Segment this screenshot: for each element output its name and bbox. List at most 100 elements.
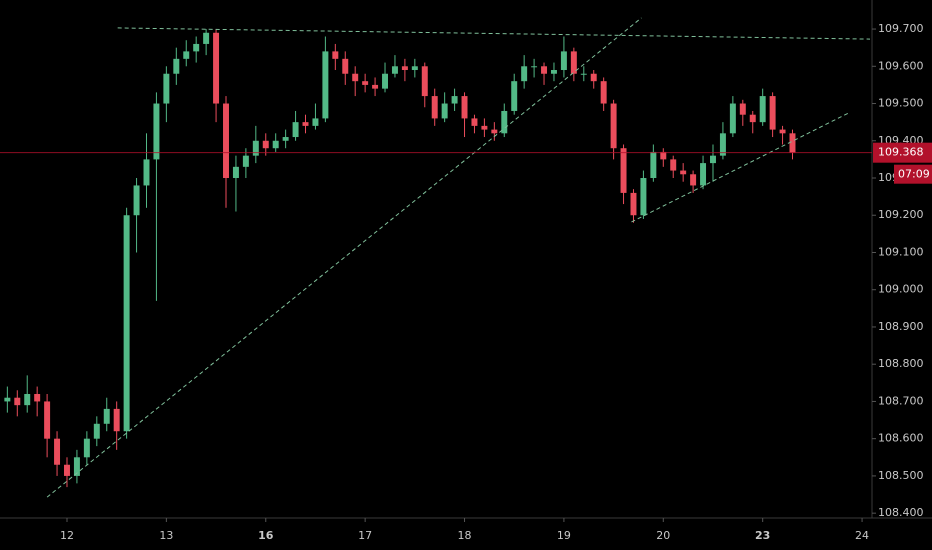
candle-body (193, 43, 200, 52)
candle-body (14, 397, 21, 406)
candle-body (640, 178, 647, 216)
candle-body (312, 118, 319, 126)
candle-body (531, 66, 538, 68)
candle-body (143, 159, 150, 186)
y-tick-label: 108.400 (878, 506, 924, 519)
candle-body (223, 103, 229, 179)
y-tick-label: 108.800 (878, 357, 924, 370)
candle-body (481, 125, 488, 130)
y-tick-label: 108.900 (878, 320, 924, 333)
y-tick-label: 109.500 (878, 97, 924, 110)
candle-body (73, 457, 80, 476)
candle-body (620, 148, 627, 193)
y-tick-label: 109.600 (878, 59, 924, 72)
candle-body (173, 58, 180, 74)
candle-body (789, 133, 796, 153)
candle-body (54, 438, 61, 465)
x-tick-label: 17 (358, 529, 372, 542)
candle-body (103, 408, 110, 424)
candle-body (719, 133, 726, 156)
candle-body (382, 73, 388, 89)
candle-body (521, 66, 528, 82)
candle-body (461, 96, 468, 119)
trend-line (631, 112, 849, 223)
candle-body (550, 70, 557, 74)
last-price-box (873, 142, 932, 163)
candle-body (332, 51, 339, 59)
candle-body (123, 215, 130, 432)
candle-body (729, 103, 736, 134)
candle-body (44, 401, 51, 439)
candle-body (242, 155, 249, 167)
candle-body (670, 159, 677, 171)
candle-body (203, 32, 210, 44)
candle-body (232, 166, 239, 179)
candle-body (451, 96, 458, 104)
y-tick-label: 108.700 (878, 394, 924, 407)
x-tick-label: 20 (656, 529, 670, 542)
candle-body (93, 423, 100, 439)
candle-body (342, 58, 349, 74)
candle-body (322, 51, 329, 119)
y-tick-label: 109.000 (878, 283, 924, 296)
candle-body (590, 73, 597, 82)
candle-body (163, 73, 170, 104)
candle-body (252, 140, 259, 156)
candle-body (24, 393, 31, 406)
candle-body (292, 122, 299, 138)
x-tick-label: 24 (855, 529, 869, 542)
candle-body (372, 84, 379, 89)
candle-body (680, 170, 687, 175)
y-tick-label: 109.700 (878, 22, 924, 35)
x-tick-label: 18 (458, 529, 472, 542)
candle-body (362, 81, 369, 85)
y-tick-label: 109.100 (878, 245, 924, 258)
candle-body (501, 110, 508, 134)
candle-body (153, 103, 160, 160)
candle-body (272, 140, 279, 149)
candle-body (580, 73, 587, 75)
candle-body (491, 129, 498, 134)
x-tick-label: 13 (159, 529, 173, 542)
candle-body (113, 408, 120, 432)
candle-body (511, 81, 518, 111)
candle-body (650, 151, 657, 179)
candle-body (411, 66, 418, 71)
candle-body (560, 51, 567, 71)
candle-body (541, 66, 548, 74)
candle-body (34, 393, 41, 402)
candle-body (4, 397, 11, 402)
candle-body (710, 155, 716, 164)
x-tick-label: 16 (258, 529, 274, 542)
candle-body (600, 81, 607, 104)
candle-body (64, 464, 70, 476)
candle-body (471, 118, 478, 126)
candle-body (352, 73, 359, 82)
trend-line (46, 17, 642, 498)
y-tick-label: 108.500 (878, 469, 924, 482)
x-tick-label: 19 (557, 529, 571, 542)
candle-body (401, 66, 408, 71)
countdown-box (894, 164, 932, 184)
candle-body (630, 192, 637, 216)
candle-body (759, 96, 766, 123)
candle-body (660, 151, 667, 160)
candle-body (769, 96, 776, 130)
candle-body (133, 185, 140, 216)
candle-body (739, 103, 746, 115)
candle-body (431, 96, 438, 119)
candle-body (570, 51, 577, 74)
candle-body (749, 114, 756, 123)
candle-body (779, 129, 786, 134)
candle-body (83, 438, 90, 458)
countdown-label: 07:09 (898, 168, 930, 181)
y-tick-label: 108.600 (878, 432, 924, 445)
y-tick-label: 109.200 (878, 208, 924, 221)
candle-body (282, 137, 289, 141)
candle-body (262, 140, 269, 149)
candle-body (183, 51, 190, 59)
candle-body (610, 103, 617, 149)
candle-body (213, 32, 220, 104)
